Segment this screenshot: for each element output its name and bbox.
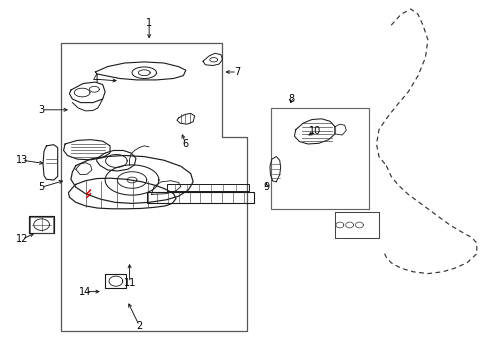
Text: 1: 1 [146,18,152,28]
Text: 11: 11 [123,278,136,288]
Text: 4: 4 [92,74,98,84]
Text: 13: 13 [16,155,28,165]
Text: 7: 7 [234,67,240,77]
Text: 10: 10 [308,126,321,136]
Text: 9: 9 [263,182,269,192]
Text: 3: 3 [39,105,44,115]
Text: 8: 8 [287,94,293,104]
Text: 12: 12 [16,234,28,244]
Text: 6: 6 [183,139,188,149]
Text: 14: 14 [79,287,92,297]
Text: 5: 5 [39,182,44,192]
Text: 2: 2 [136,321,142,331]
